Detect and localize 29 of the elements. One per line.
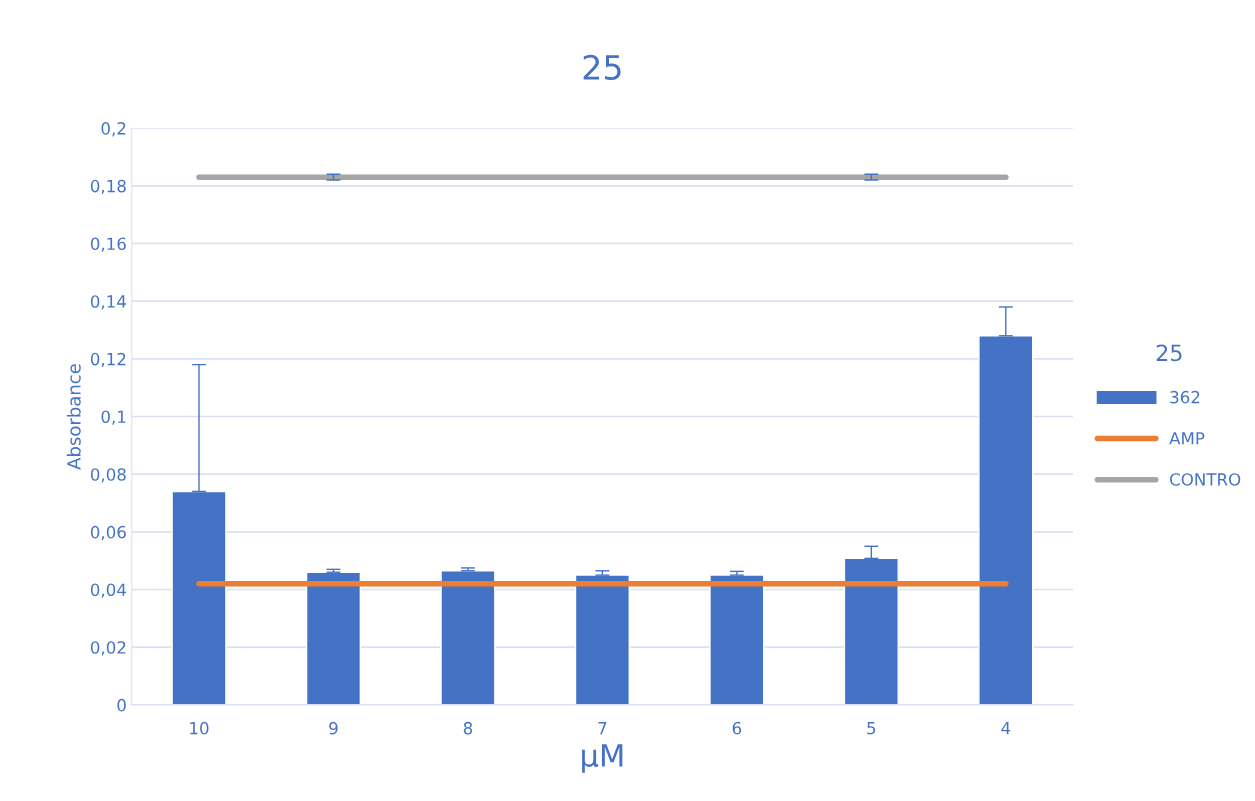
y-tick-label: 0,2 (101, 122, 126, 137)
legend-label: AMP (1169, 432, 1205, 445)
x-tick-label: 4 (1001, 722, 1011, 735)
y-tick-label: 0,16 (90, 237, 126, 252)
y-tick-label: 0,04 (90, 583, 126, 598)
y-tick-label: 0,06 (90, 525, 126, 541)
y-tick-label: 0,14 (90, 295, 126, 310)
y-tick-label: 0,1 (101, 410, 126, 425)
legend-label: CONTRO (1170, 473, 1241, 486)
y-tick-label: 0 (117, 698, 126, 712)
y-tick-label: 0,02 (90, 641, 126, 656)
y-tick-label: 0,18 (90, 179, 126, 195)
x-tick-label: 6 (732, 721, 742, 735)
bar (709, 574, 765, 705)
y-tick-label: 0,12 (90, 352, 126, 368)
x-axis-title: µM (582, 744, 623, 773)
x-tick-label: 7 (598, 722, 607, 735)
bar (574, 574, 630, 705)
bar (440, 570, 496, 705)
legend-title: 25 (1156, 344, 1182, 362)
chart-title: 25 (583, 54, 621, 81)
x-tick-label: 8 (463, 721, 473, 735)
x-tick-label: 10 (190, 721, 209, 735)
y-tick-label: 0,08 (90, 468, 126, 483)
y-axis-title: Absorbance (66, 364, 81, 470)
legend-label: 362 (1170, 390, 1200, 404)
x-tick-label: 5 (867, 722, 876, 735)
x-tick-label: 9 (329, 721, 338, 735)
bar (305, 571, 362, 705)
